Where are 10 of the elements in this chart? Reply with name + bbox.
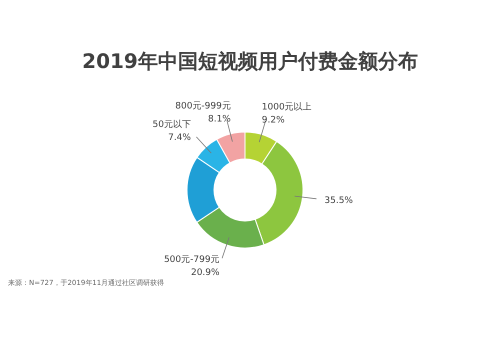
- data-label: 8.1%: [208, 114, 232, 125]
- slice-label: 1000元以上: [262, 101, 312, 112]
- data-label: 20.9%: [190, 268, 220, 278]
- chart-title: 2019年中国短视频用户付费金额分布: [82, 49, 418, 73]
- slice-label: 500元-799元: [164, 254, 220, 265]
- data-label: 35.5%: [324, 196, 354, 206]
- data-label: 9.2%: [262, 115, 286, 126]
- data-label: 7.4%: [168, 133, 192, 143]
- slice-label: 800元-999元: [175, 100, 231, 112]
- slice-label: 50元以下: [152, 119, 191, 130]
